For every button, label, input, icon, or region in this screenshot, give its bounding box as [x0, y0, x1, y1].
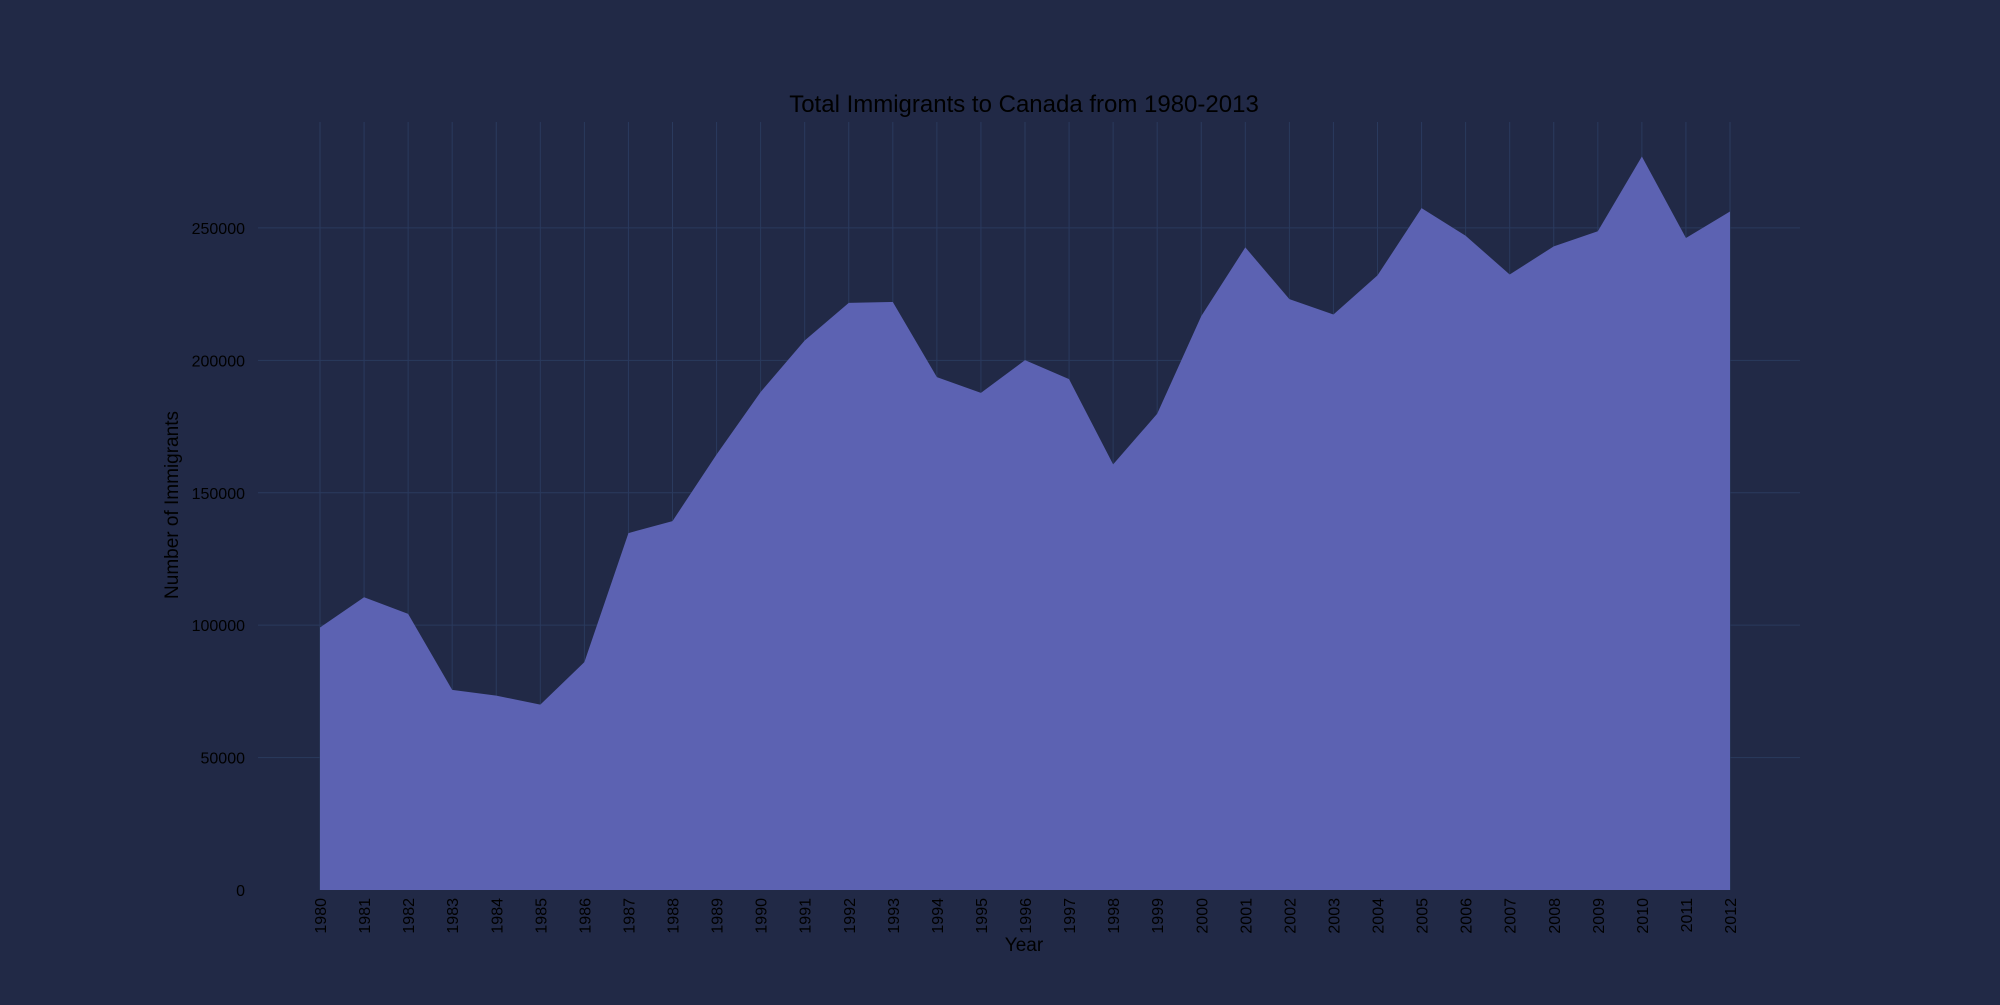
y-tick-label: 150000 [192, 486, 245, 503]
x-tick-label: 1995 [974, 898, 991, 934]
x-axis-label: Year [1005, 935, 1044, 956]
area-series [320, 156, 1730, 890]
x-tick-label: 2011 [1679, 898, 1696, 933]
x-tick-label: 1993 [886, 898, 903, 934]
x-tick-label: 1991 [798, 898, 815, 934]
x-tick-label: 2000 [1194, 898, 1211, 934]
x-axis-ticks: 1980 1981 1982 1983 1984 1985 1986 1987 1988 1989… [313, 898, 1740, 934]
x-tick-label: 1996 [1018, 898, 1035, 934]
y-axis-ticks: 0 50000 100000 150000 200000 250000 [192, 221, 245, 900]
x-tick-label: 1987 [621, 898, 638, 934]
x-tick-label: 2010 [1635, 898, 1652, 934]
x-tick-label: 2007 [1503, 898, 1520, 934]
x-tick-label: 2002 [1282, 898, 1299, 934]
x-tick-label: 1980 [313, 898, 330, 934]
x-tick-label: 2005 [1415, 898, 1432, 934]
x-tick-label: 2008 [1547, 898, 1564, 934]
x-tick-label: 2001 [1238, 898, 1255, 934]
y-axis-label: Number of Immigrants [162, 411, 183, 599]
x-tick-label: 2006 [1459, 898, 1476, 934]
x-tick-label: 2009 [1591, 898, 1608, 934]
x-tick-label: 2003 [1326, 898, 1343, 934]
x-tick-label: 1994 [930, 898, 947, 934]
x-tick-label: 1989 [710, 898, 727, 934]
y-tick-label: 0 [236, 883, 245, 900]
y-tick-label: 50000 [201, 751, 246, 768]
x-tick-label: 1992 [842, 898, 859, 934]
y-tick-label: 250000 [192, 221, 245, 238]
x-tick-label: 1984 [489, 898, 506, 934]
x-tick-label: 1985 [533, 898, 550, 934]
x-tick-label: 1981 [357, 898, 374, 934]
x-tick-label: 1982 [401, 898, 418, 934]
y-tick-label: 100000 [192, 618, 245, 635]
x-tick-label: 1986 [577, 898, 594, 934]
y-tick-label: 200000 [192, 353, 245, 370]
x-tick-label: 1998 [1106, 898, 1123, 934]
x-tick-label: 1983 [445, 898, 462, 934]
x-tick-label: 1997 [1062, 898, 1079, 934]
chart-title: Total Immigrants to Canada from 1980-201… [789, 91, 1259, 118]
x-tick-label: 2004 [1371, 898, 1388, 934]
x-tick-label: 2012 [1723, 898, 1740, 934]
x-tick-label: 1999 [1150, 898, 1167, 934]
x-tick-label: 1988 [666, 898, 683, 934]
x-tick-label: 1990 [754, 898, 771, 934]
